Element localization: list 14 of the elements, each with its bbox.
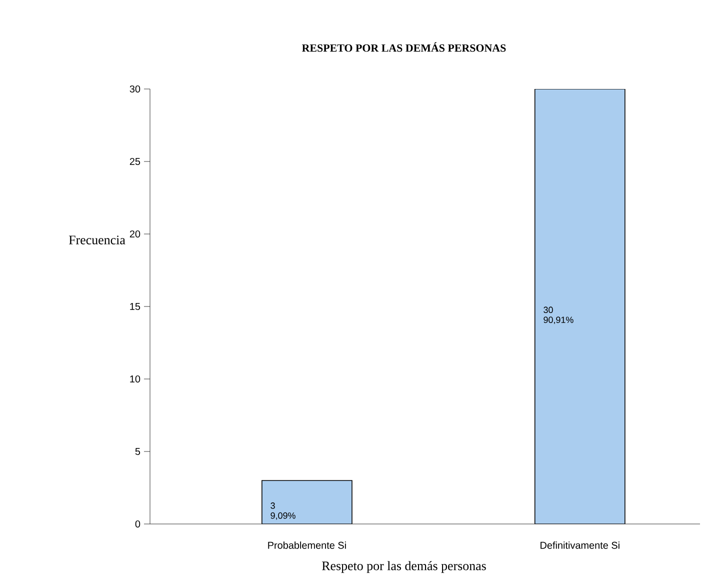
y-tick-label: 10 bbox=[130, 375, 140, 383]
x-tick-label: Probablemente Si bbox=[268, 542, 346, 549]
data-label: 30 90,91% bbox=[544, 306, 574, 324]
y-tick-label: 25 bbox=[130, 158, 140, 166]
x-axis-title: Respeto por las demás personas bbox=[322, 561, 486, 573]
data-label: 3 9,09% bbox=[270, 502, 296, 520]
y-tick-label: 5 bbox=[135, 448, 140, 455]
y-tick-label: 20 bbox=[130, 230, 140, 238]
y-axis-title: Frecuencia bbox=[68, 236, 126, 244]
y-tick-label: 15 bbox=[130, 303, 140, 310]
x-tick-label: Definitivamente Si bbox=[540, 542, 620, 549]
y-tick-label: 30 bbox=[130, 85, 140, 93]
y-tick-label: 0 bbox=[135, 520, 140, 528]
chart-title: RESPETO POR LAS DEMÁS PERSONAS bbox=[302, 42, 506, 52]
